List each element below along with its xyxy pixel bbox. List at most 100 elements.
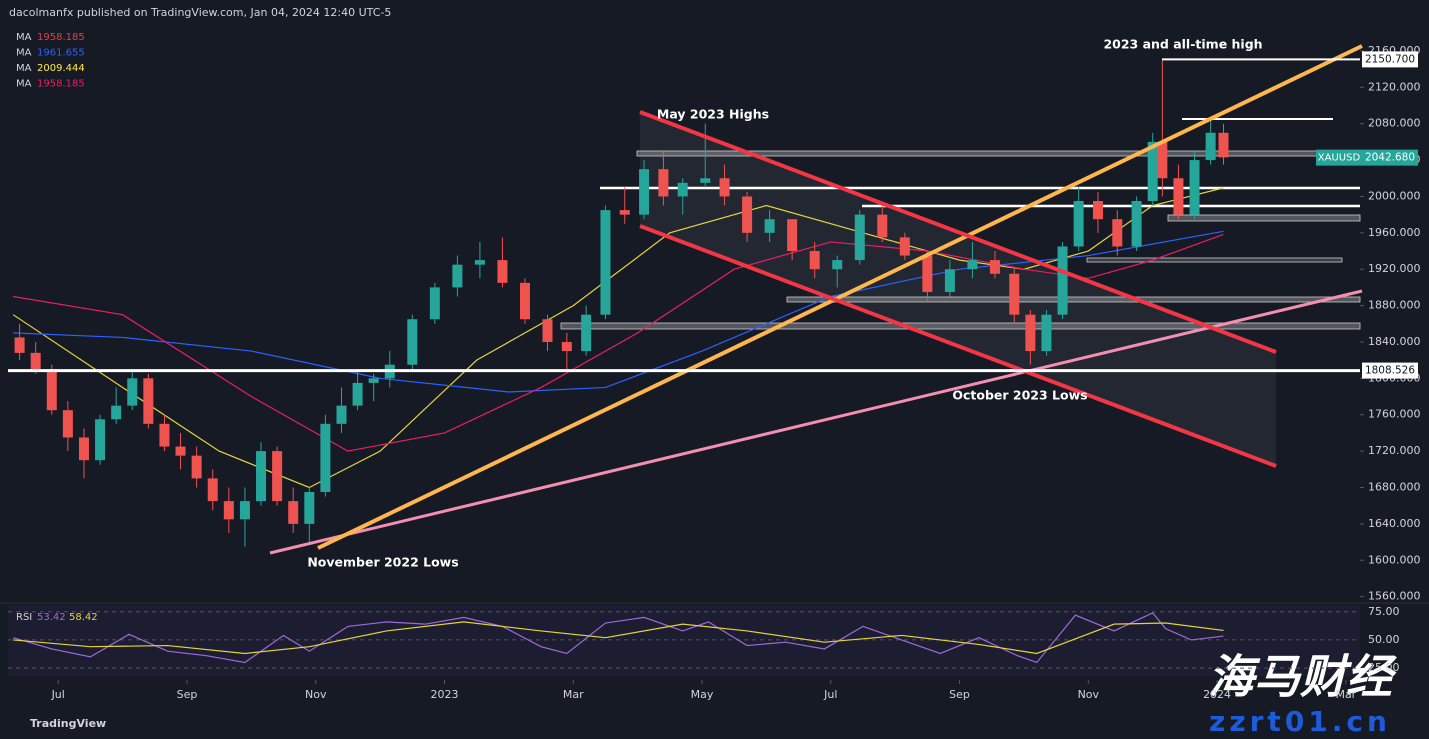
candle-body [336,405,347,424]
candle-body [1173,178,1184,215]
symbol-tag: XAUUSD [1318,153,1361,164]
candle-body [304,492,315,524]
price-label: 2150.700 [1365,53,1415,65]
candle-body [1131,201,1142,247]
x-tick-label: May [691,688,714,701]
candle-body [78,437,89,461]
y-tick-label: 2120.000 [1368,80,1421,93]
candle-body [320,423,331,493]
candle-body [95,419,106,461]
legend-value: 1958.185 [37,79,85,90]
candle-body [127,378,138,406]
candle-body [658,169,669,197]
y-tick-label: 1640.000 [1368,517,1421,530]
candle-body [175,446,186,456]
candle-body [877,214,888,238]
candle-body [159,423,170,447]
y-tick-label: 1960.000 [1368,226,1421,239]
candle-body [619,210,630,215]
candle-body [519,282,530,320]
candle-body [922,255,933,292]
candle-body [62,410,73,438]
brand: TradingView [30,717,106,730]
rsi-legend-value: 53.42 [37,612,66,623]
candle-body [832,260,843,270]
y-tick-label: 2000.000 [1368,189,1421,202]
candle-body [143,378,154,424]
candle-body [542,319,553,342]
y-tick-label: 1600.000 [1368,553,1421,566]
trendline [269,289,1363,555]
candle-body [288,501,299,524]
candle-body [1218,132,1229,158]
candle-body [368,378,379,383]
zone [1167,214,1361,222]
x-tick-label: Jul [823,688,837,701]
candle-body [407,319,418,365]
candle-body [207,478,218,502]
y-tick-label: 1680.000 [1368,480,1421,493]
watermark: 海马财经 [1208,650,1397,704]
candle-body [1205,132,1216,161]
candle-body [809,251,820,270]
candle-body [967,260,978,270]
trendlines [8,44,1363,555]
x-tick-label: Nov [1078,688,1100,701]
zone [560,322,1361,330]
channel-line [639,224,1277,468]
candle-body [764,219,775,233]
candle-body [30,352,41,370]
x-tick-label: Jul [51,688,65,701]
candle-body [787,219,798,252]
rsi-pane [8,605,1360,676]
candle-body [1073,201,1084,247]
price-label-box [1362,362,1418,379]
candle-body [1041,314,1052,352]
y-tick-label: 1920.000 [1368,262,1421,275]
candle-body [223,501,234,520]
candle-body [1189,160,1200,215]
candle-body [14,337,25,353]
candle-body [639,169,650,215]
candle-body [239,501,250,520]
legend-name: MA [16,79,32,90]
x-tick-label: Sep [177,688,198,701]
candle-body [111,405,122,420]
y-tick-label: 25.00 [1368,661,1400,674]
author-line: dacolmanfx published on TradingView.com,… [9,6,391,19]
trendline [317,44,1363,550]
candle-body [452,264,463,288]
legend-value: 1961.655 [37,48,85,59]
candle-body [1092,201,1103,220]
y-tick-label: 1880.000 [1368,299,1421,312]
candle-body [677,182,688,197]
candle-body [1009,273,1020,315]
candle-body [600,210,611,315]
y-tick-label: 1840.000 [1368,335,1421,348]
legend-name: MA [16,63,32,74]
last-price-box [1362,149,1418,166]
candle-body [1025,314,1036,352]
channel-line [639,110,1277,354]
candle-body [742,196,753,233]
candle-body [1147,141,1158,201]
rsi-line [13,621,1224,655]
candle-body [474,260,485,265]
rsi-legend-value: 58.42 [69,612,98,623]
rsi-line [12,612,1224,664]
candle-body [191,455,202,479]
candle-body [272,451,283,502]
legend-name: MA [16,48,32,59]
candle-body [854,214,865,261]
rsi-title: RSI [16,612,32,623]
candle-body [719,178,730,197]
x-tick-label: Nov [305,688,327,701]
y-tick-label: 1560.000 [1368,590,1421,603]
legend-value: 2009.444 [37,63,85,74]
candle-body [1157,141,1168,179]
candle-body [256,451,267,502]
candle-body [46,369,57,411]
legend-value: 1958.185 [37,32,85,43]
candle-body [1057,246,1068,315]
